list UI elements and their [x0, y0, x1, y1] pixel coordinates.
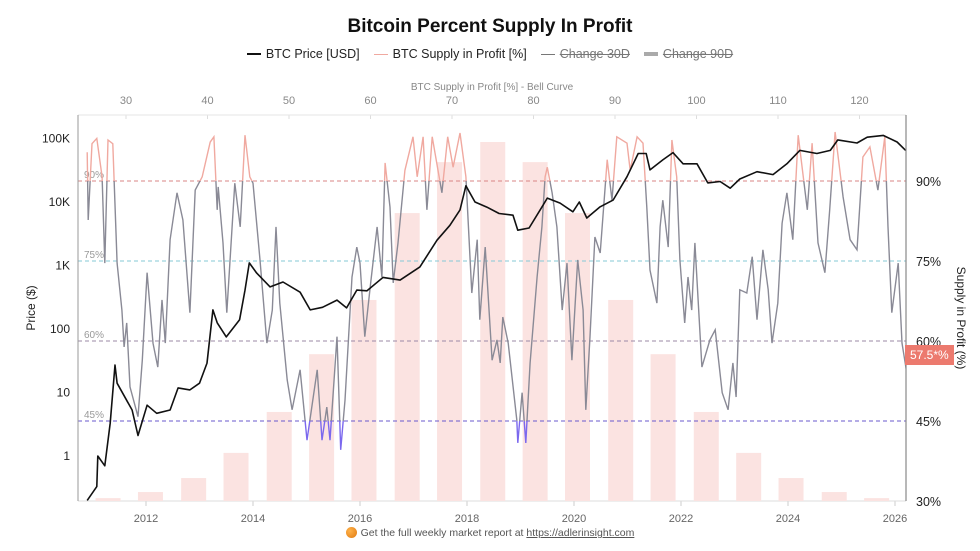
current-value-badge: 57.5*% [905, 345, 954, 365]
x-axis-tick-label: 2016 [348, 513, 372, 525]
top-axis-tick-label: 110 [769, 95, 787, 107]
footer-link[interactable]: https://adlerinsight.com [526, 527, 635, 539]
footer-text: Get the full weekly market report at [360, 527, 524, 539]
bell-curve-bar [394, 213, 420, 501]
legend-label: BTC Supply in Profit [%] [392, 47, 527, 61]
left-axis-tick-label: 1K [55, 259, 70, 273]
top-axis-tick-label: 120 [850, 95, 868, 107]
bell-curve-bar [437, 162, 463, 501]
left-axis-tick-label: 10 [57, 386, 71, 400]
bell-curve-bar [693, 411, 719, 501]
bell-curve-bar [95, 498, 121, 501]
legend-swatch [643, 52, 658, 56]
left-axis-tick-label: 1 [63, 449, 70, 463]
bell-curve-bar [650, 354, 676, 501]
right-axis-tick-label: 75% [916, 255, 941, 269]
bell-curve-bar [181, 478, 207, 501]
top-axis-tick-label: 30 [120, 95, 132, 107]
supply-line [86, 181, 906, 422]
legend-item-change-90d[interactable]: Change 90D [643, 47, 734, 61]
top-axis-label: BTC Supply in Profit [%] - Bell Curve [411, 82, 574, 93]
top-axis-tick-label: 100 [687, 95, 705, 107]
bell-curve-bar [778, 478, 804, 501]
threshold-label: 60% [84, 330, 104, 341]
legend-swatch [246, 53, 261, 55]
legend-label: BTC Price [USD] [265, 47, 360, 61]
btc-price-line [86, 134, 907, 501]
top-axis-tick-label: 90 [609, 95, 621, 107]
bell-curve-bar [608, 299, 634, 501]
x-axis-tick-label: 2026 [883, 513, 907, 525]
legend-swatch [540, 53, 555, 55]
x-axis-tick-label: 2022 [669, 513, 693, 525]
top-axis-tick-label: 40 [201, 95, 213, 107]
legend-item-change-30d[interactable]: Change 30D [540, 47, 630, 61]
legend-swatch [373, 53, 388, 55]
supply-line-above-90 [86, 131, 888, 182]
adler-logo-icon [345, 527, 357, 538]
bell-curve-bar [480, 142, 506, 501]
x-axis-tick-label: 2012 [134, 513, 158, 525]
top-axis-tick-label: 80 [527, 95, 539, 107]
legend-label: Change 30D [559, 47, 630, 61]
left-axis-tick-label: 10K [49, 195, 70, 209]
bell-curve-bar [137, 492, 163, 501]
footer: Get the full weekly market report at htt… [0, 527, 980, 539]
threshold-label: 75% [84, 250, 104, 261]
x-axis-tick-label: 2018 [455, 513, 479, 525]
left-axis-tick-label: 100 [50, 322, 70, 336]
top-axis-tick-label: 60 [364, 95, 376, 107]
bell-curve-bar [522, 162, 548, 501]
bell-curve-bar [864, 498, 890, 501]
left-axis-label: Price ($) [24, 285, 38, 330]
bell-curve-bar [223, 452, 249, 501]
threshold-label: 45% [84, 410, 104, 421]
left-axis-tick-label: 100K [42, 132, 70, 146]
bell-curve-bar [821, 492, 847, 501]
legend-label: Change 90D [662, 47, 734, 61]
threshold-label: 90% [84, 170, 104, 181]
right-axis-tick-label: 30% [916, 495, 941, 509]
right-axis-tick-label: 45% [916, 415, 941, 429]
x-axis-tick-label: 2014 [241, 513, 265, 525]
legend: BTC Price [USD] BTC Supply in Profit [%]… [0, 47, 980, 61]
legend-item-supply-in-profit[interactable]: BTC Supply in Profit [%] [373, 47, 527, 61]
bell-curve-bar [266, 411, 292, 501]
top-axis-tick-label: 50 [283, 95, 295, 107]
legend-item-btc-price[interactable]: BTC Price [USD] [246, 47, 360, 61]
top-axis-tick-label: 70 [446, 95, 458, 107]
x-axis-tick-label: 2020 [562, 513, 586, 525]
right-axis-tick-label: 90% [916, 175, 941, 189]
bell-curve-bar [565, 213, 591, 501]
chart-title: Bitcoin Percent Supply In Profit [347, 16, 633, 37]
right-axis-label: Supply in Profit (%) [954, 267, 968, 370]
bell-curve-bar [736, 452, 762, 501]
x-axis-tick-label: 2024 [776, 513, 800, 525]
